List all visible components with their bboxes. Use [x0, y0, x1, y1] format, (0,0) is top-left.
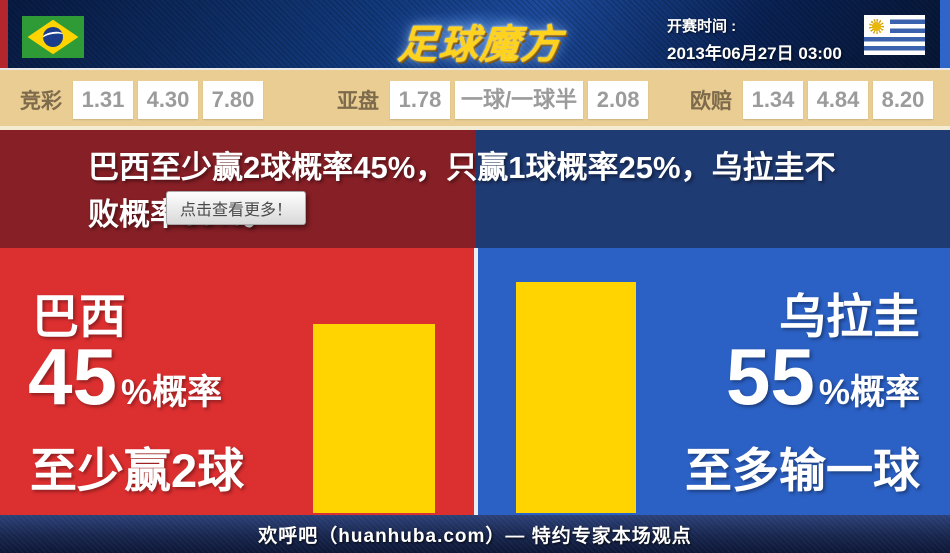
odds-label-yapan: 亚盘 — [337, 90, 379, 113]
brazil-team-name: 巴西 — [32, 290, 126, 343]
odds-label-oupei: 欧赔 — [690, 90, 732, 113]
euro-odds-draw: 4.84 — [808, 81, 868, 119]
headline-band-right — [476, 130, 950, 248]
odds-group-yapan: 亚盘 1.78 一球/一球半 2.08 — [337, 81, 649, 119]
left-accent-stripe — [0, 0, 8, 68]
uruguay-probability: 55 %概率 — [726, 337, 920, 417]
euro-odds-away: 8.20 — [873, 81, 933, 119]
uruguay-percent-suffix: %概率 — [818, 373, 920, 412]
uruguay-flag-icon — [864, 15, 925, 55]
odds-value-home: 1.31 — [73, 81, 133, 119]
brazil-flag-globe — [43, 27, 63, 47]
site-logo-title: 足球魔方 — [396, 23, 564, 67]
odds-label-jingcai: 竞彩 — [20, 90, 62, 113]
odds-value-draw: 4.30 — [138, 81, 198, 119]
handicap-home-odds: 1.78 — [390, 81, 450, 119]
odds-value-away: 7.80 — [203, 81, 263, 119]
kickoff-label: 开赛时间 : — [667, 18, 737, 35]
panel-divider — [474, 248, 478, 515]
brazil-flag-icon — [22, 16, 84, 58]
uruguay-outcome: 至多输一球 — [685, 444, 920, 497]
uruguay-team-name: 乌拉圭 — [779, 290, 920, 343]
brazil-percent-number: 45 — [28, 332, 117, 421]
footer-text: 欢呼吧（huanhuba.com）— 特约专家本场观点 — [258, 525, 692, 547]
more-tooltip[interactable]: 点击查看更多！ — [166, 191, 307, 225]
brazil-percent-suffix: %概率 — [120, 373, 223, 412]
handicap-line: 一球/一球半 — [455, 81, 584, 119]
odds-group-oupei: 欧赔 1.34 4.84 8.20 — [690, 81, 933, 119]
uruguay-flag-canton — [864, 15, 890, 37]
odds-bar: 竞彩 1.31 4.30 7.80 亚盘 1.78 一球/一球半 2.08 欧赔… — [0, 70, 950, 130]
uruguay-percent-number: 55 — [725, 332, 815, 421]
kickoff-time-block: 开赛时间 : 2013年06月27日 03:00 — [667, 15, 842, 64]
headline-line1: 巴西至少赢2球概率45%，只赢1球概率25%，乌拉圭不 — [88, 150, 836, 185]
brazil-outcome: 至少赢2球 — [30, 444, 245, 497]
sun-of-may-icon — [869, 19, 884, 34]
footer-banner: 欢呼吧（huanhuba.com）— 特约专家本场观点 — [0, 515, 950, 553]
right-accent-stripe — [940, 0, 950, 68]
euro-odds-home: 1.34 — [743, 81, 803, 119]
odds-group-jingcai: 竞彩 1.31 4.30 7.80 — [20, 81, 263, 119]
brazil-probability-bar — [313, 324, 435, 513]
brazil-probability: 45 %概率 — [28, 337, 222, 417]
header: 足球魔方 开赛时间 : 2013年06月27日 03:00 — [0, 0, 950, 70]
kickoff-time: 2013年06月27日 03:00 — [667, 44, 842, 63]
title-glow — [378, 2, 578, 66]
uruguay-probability-bar — [516, 282, 636, 513]
handicap-away-odds: 2.08 — [588, 81, 649, 119]
headline-band-left — [0, 130, 476, 248]
